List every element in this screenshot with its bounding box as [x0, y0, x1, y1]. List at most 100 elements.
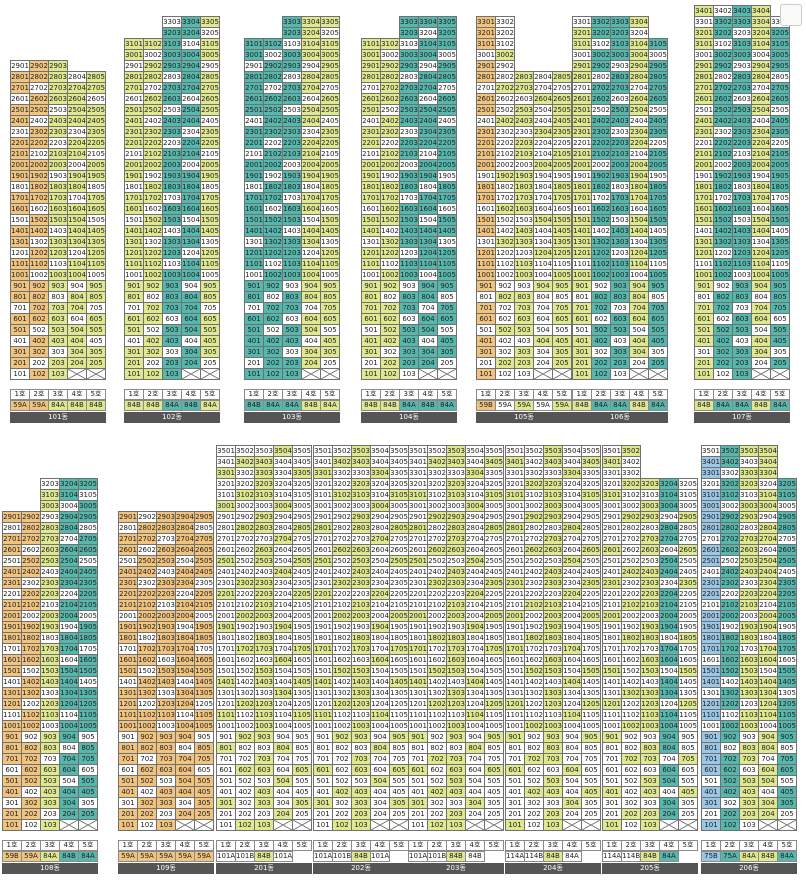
unit-cell: 2903 [351, 511, 371, 523]
unit-cell: 802 [235, 742, 255, 754]
unit-cell: 2505 [437, 104, 457, 116]
unit-cell: 2601 [361, 93, 381, 105]
zoom-icon[interactable] [780, 4, 802, 26]
unit-cell: 701 [2, 753, 22, 765]
unit-cell: 3103 [446, 489, 466, 501]
unit-cell: 3004 [629, 49, 649, 61]
unit-cell: 3001 [408, 500, 428, 512]
ho-label: 1호 [505, 840, 525, 851]
unit-cell: 1504 [181, 214, 201, 226]
unit-cell: 1002 [495, 269, 515, 281]
unit-cell: 903 [610, 280, 630, 292]
unit-cell: 2205 [678, 588, 698, 600]
unit-cell: 1005 [292, 720, 312, 732]
unit-cell: 2605 [78, 544, 98, 556]
unit-cell: 405 [78, 786, 98, 798]
unit-cell: 401 [701, 786, 721, 798]
unit-cell: 402 [713, 335, 733, 347]
unit-cell: 2805 [648, 71, 668, 83]
unit-cell: 1205 [194, 698, 214, 710]
unit-cell: 301 [572, 346, 592, 358]
ho-label: 5호 [777, 840, 797, 851]
unit-cell: 2202 [29, 137, 49, 149]
building-name: 103동 [244, 412, 340, 423]
unit-cell: 3004 [465, 500, 485, 512]
unit-cell: 2304 [67, 126, 87, 138]
unit-cell: 203 [156, 808, 176, 820]
unit-cell: 2705 [777, 533, 797, 545]
unit-cell: 405 [648, 335, 668, 347]
unit-cell: 2403 [40, 566, 60, 578]
unit-type-label: 59A [552, 400, 572, 411]
unit-cell: 1304 [659, 687, 679, 699]
unit-cell: 3105 [678, 489, 698, 501]
unit-cell: 1205 [86, 247, 106, 259]
unit-cell: 1504 [59, 665, 79, 677]
unit-cell: 1905 [777, 621, 797, 633]
unit-cell: 2004 [659, 610, 679, 622]
unit-cell: 101 [694, 368, 714, 380]
unit-cell: 204 [629, 357, 649, 369]
unit-cell: 1303 [399, 236, 419, 248]
unit-cell: 2603 [610, 93, 630, 105]
unit-cell: 1802 [137, 632, 157, 644]
unit-cell: 2504 [181, 104, 201, 116]
unit-cell: 3304 [301, 16, 321, 28]
unit-cell: 2201 [694, 137, 714, 149]
unit-cell: 1902 [29, 170, 49, 182]
unit-cell: 903 [282, 280, 302, 292]
unit-cell: 1102 [524, 709, 544, 721]
unit-cell: 1904 [175, 621, 195, 633]
unit-cell: 2201 [701, 588, 721, 600]
unit-cell: 1801 [694, 181, 714, 193]
ho-label: 2호 [380, 389, 400, 400]
unit-cell: 3104 [659, 489, 679, 501]
unit-cell: 3202 [720, 478, 740, 490]
unit-cell: 2204 [59, 588, 79, 600]
unit-cell: 2505 [581, 555, 601, 567]
unit-cell: 501 [361, 324, 381, 336]
unit-cell: 3003 [282, 49, 302, 61]
unit-cell: 1502 [29, 214, 49, 226]
unit-cell: 2905 [194, 511, 214, 523]
unit-cell: 801 [124, 291, 144, 303]
unit-cell: 802 [591, 291, 611, 303]
unit-cell: 605 [648, 313, 668, 325]
unit-cell: 2302 [332, 577, 352, 589]
unit-cell: 3502 [621, 445, 641, 457]
unit-cell: 1204 [659, 698, 679, 710]
unit-cell: 3305 [200, 16, 220, 28]
unit-cell: 2105 [389, 599, 409, 611]
unit-cell: 1102 [235, 709, 255, 721]
unit-cell: 302 [235, 797, 255, 809]
unit-cell: 1401 [361, 225, 381, 237]
unit-cell: 1103 [732, 258, 752, 270]
ho-label: 5호 [320, 389, 340, 400]
unit-cell: 2804 [273, 522, 293, 534]
unit-cell: 2801 [361, 71, 381, 83]
unit-cell: 2305 [320, 126, 340, 138]
unit-cell: 2903 [399, 60, 419, 72]
unit-cell: 502 [720, 775, 740, 787]
unit-cell: 401 [118, 786, 138, 798]
unit-cell [389, 819, 409, 831]
unit-cell: 203 [640, 808, 660, 820]
unit-cell: 2204 [758, 588, 778, 600]
unit-cell: 1302 [235, 687, 255, 699]
unit-cell [273, 819, 293, 831]
unit-cell: 2402 [137, 566, 157, 578]
unit-cell: 1803 [732, 181, 752, 193]
ho-label: 2호 [524, 840, 544, 851]
unit-cell: 2505 [484, 555, 504, 567]
unit-cell: 3004 [562, 500, 582, 512]
unit-cell: 1101 [701, 709, 721, 721]
unit-cell: 1504 [301, 214, 321, 226]
unit-type-label: 59A [533, 400, 553, 411]
unit-cell: 3105 [78, 489, 98, 501]
unit-cell: 2404 [659, 566, 679, 578]
unit-cell: 3201 [476, 27, 496, 39]
unit-cell: 903 [640, 731, 660, 743]
unit-cell: 904 [418, 280, 438, 292]
unit-cell: 203 [514, 357, 534, 369]
unit-cell: 1503 [543, 665, 563, 677]
